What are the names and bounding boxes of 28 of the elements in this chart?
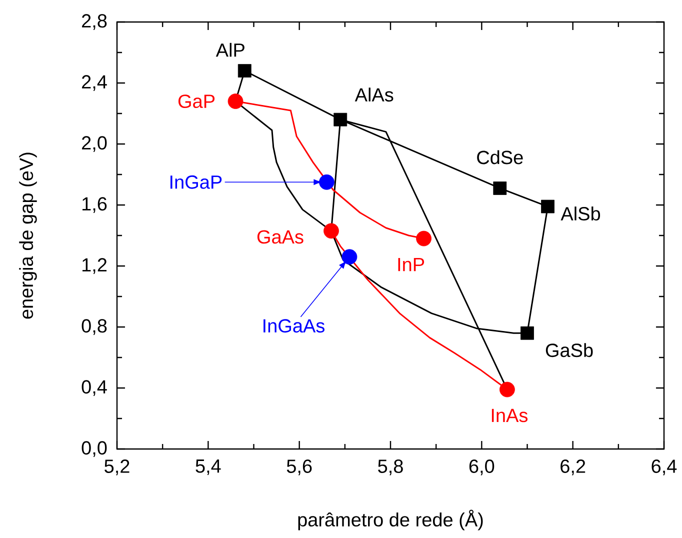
x-tick-label: 6,4 <box>652 460 677 476</box>
x-tick-label: 5,2 <box>104 460 130 476</box>
annotation: GaP <box>178 94 215 108</box>
annotation: InAs <box>492 408 528 422</box>
y-tick-label: 2,8 <box>82 14 107 30</box>
y-tick-label: 0,0 <box>82 441 107 457</box>
y-tick-label: 1,2 <box>82 258 107 274</box>
x-axis-title: parâmetro de rede (Å) <box>298 510 483 530</box>
annotation: GaAs <box>257 230 304 244</box>
x-tick-label: 5,8 <box>378 460 403 476</box>
annotation: InP <box>398 258 424 272</box>
x-tick-label: 6,0 <box>469 460 494 476</box>
annotation: CdSe <box>477 150 523 164</box>
y-tick-label: 1,6 <box>82 197 107 213</box>
annotation: AlAs <box>354 88 394 102</box>
annotation: InGaP <box>170 175 222 189</box>
x-tick-label: 5,4 <box>196 460 221 476</box>
y-tick-label: 0,8 <box>82 319 107 335</box>
annotation: InGaAs <box>264 319 324 333</box>
y-axis-title: energia de gap (eV) <box>19 152 37 319</box>
x-tick-label: 6,2 <box>560 460 586 476</box>
annotation: GaSb <box>546 343 593 358</box>
y-tick-label: 2,4 <box>82 75 107 91</box>
annotation: AlP <box>216 42 244 57</box>
x-tick-label: 5,6 <box>286 460 312 476</box>
annotation: AlSb <box>560 206 600 220</box>
y-tick-label: 0,4 <box>82 380 107 396</box>
y-tick-label: 2,0 <box>82 136 107 152</box>
